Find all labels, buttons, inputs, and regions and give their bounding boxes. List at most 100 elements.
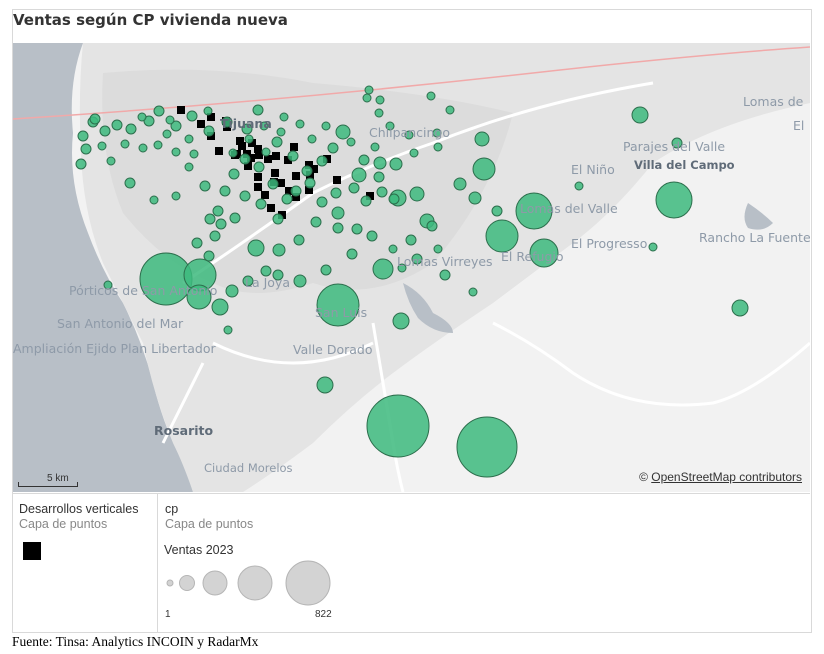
cp-point-marker[interactable] xyxy=(259,121,269,131)
cp-point-marker[interactable] xyxy=(432,128,442,138)
cp-point-marker[interactable] xyxy=(255,198,267,210)
cp-point-marker[interactable] xyxy=(376,186,388,198)
cp-point-marker[interactable] xyxy=(411,253,423,265)
cp-point-marker[interactable] xyxy=(433,244,443,254)
cp-point-marker[interactable] xyxy=(439,269,451,281)
cp-point-marker[interactable] xyxy=(485,219,519,253)
cp-point-marker[interactable] xyxy=(153,140,163,150)
cp-point-marker[interactable] xyxy=(239,153,251,165)
cp-point-marker[interactable] xyxy=(360,195,372,207)
cp-point-marker[interactable] xyxy=(474,131,490,147)
cp-point-marker[interactable] xyxy=(671,137,683,149)
vertical-development-marker[interactable] xyxy=(267,204,275,212)
cp-point-marker[interactable] xyxy=(99,125,111,137)
cp-point-marker[interactable] xyxy=(184,134,194,144)
cp-point-marker[interactable] xyxy=(515,192,553,230)
cp-point-marker[interactable] xyxy=(648,242,658,252)
cp-point-marker[interactable] xyxy=(124,177,136,189)
cp-point-marker[interactable] xyxy=(346,248,358,260)
cp-point-marker[interactable] xyxy=(293,274,307,288)
cp-point-marker[interactable] xyxy=(170,120,182,132)
vertical-development-marker[interactable] xyxy=(271,169,279,177)
cp-point-marker[interactable] xyxy=(106,156,116,166)
vertical-development-marker[interactable] xyxy=(177,106,185,114)
cp-point-marker[interactable] xyxy=(75,158,87,170)
cp-point-marker[interactable] xyxy=(171,147,181,157)
vertical-development-marker[interactable] xyxy=(278,211,286,219)
cp-point-marker[interactable] xyxy=(370,142,380,152)
cp-point-marker[interactable] xyxy=(364,85,374,95)
vertical-development-marker[interactable] xyxy=(292,172,300,180)
vertical-development-marker[interactable] xyxy=(366,192,374,200)
cp-point-marker[interactable] xyxy=(191,237,203,249)
cp-point-marker[interactable] xyxy=(103,280,113,290)
cp-point-marker[interactable] xyxy=(468,287,478,297)
cp-point-marker[interactable] xyxy=(385,121,395,131)
cp-point-marker[interactable] xyxy=(472,157,496,181)
cp-point-marker[interactable] xyxy=(165,115,175,125)
cp-point-marker[interactable] xyxy=(335,124,351,140)
vertical-development-marker[interactable] xyxy=(236,137,244,145)
cp-point-marker[interactable] xyxy=(89,113,101,125)
cp-point-marker[interactable] xyxy=(153,105,165,117)
cp-point-marker[interactable] xyxy=(225,284,239,298)
cp-point-marker[interactable] xyxy=(388,193,400,205)
cp-point-marker[interactable] xyxy=(304,177,316,189)
cp-point-marker[interactable] xyxy=(247,239,265,257)
cp-point-marker[interactable] xyxy=(456,416,518,478)
vertical-development-marker[interactable] xyxy=(261,191,269,199)
cp-point-marker[interactable] xyxy=(316,376,334,394)
cp-point-marker[interactable] xyxy=(404,130,414,140)
cp-point-marker[interactable] xyxy=(388,244,398,254)
vertical-development-marker[interactable] xyxy=(285,187,293,195)
cp-point-marker[interactable] xyxy=(137,112,147,122)
cp-point-marker[interactable] xyxy=(389,157,403,171)
vertical-development-marker[interactable] xyxy=(305,186,313,194)
vertical-development-marker[interactable] xyxy=(248,139,256,147)
cp-point-marker[interactable] xyxy=(405,234,417,246)
cp-point-marker[interactable] xyxy=(366,394,430,458)
cp-point-marker[interactable] xyxy=(279,112,289,122)
cp-point-marker[interactable] xyxy=(373,156,387,170)
cp-point-marker[interactable] xyxy=(320,264,332,276)
cp-point-marker[interactable] xyxy=(574,181,584,191)
cp-point-marker[interactable] xyxy=(426,91,436,101)
cp-point-marker[interactable] xyxy=(276,127,286,137)
cp-point-marker[interactable] xyxy=(219,185,231,197)
cp-point-marker[interactable] xyxy=(392,312,410,330)
vertical-development-marker[interactable] xyxy=(305,161,313,169)
cp-point-marker[interactable] xyxy=(316,283,360,327)
cp-point-marker[interactable] xyxy=(80,143,92,155)
cp-point-marker[interactable] xyxy=(261,147,271,157)
vertical-development-marker[interactable] xyxy=(277,179,285,187)
vertical-development-marker[interactable] xyxy=(254,145,262,153)
cp-point-marker[interactable] xyxy=(228,168,240,180)
cp-point-marker[interactable] xyxy=(221,116,233,128)
cp-point-marker[interactable] xyxy=(252,104,264,116)
cp-point-marker[interactable] xyxy=(212,205,224,217)
cp-point-marker[interactable] xyxy=(310,216,322,228)
cp-point-marker[interactable] xyxy=(433,142,443,152)
cp-point-marker[interactable] xyxy=(373,171,385,183)
cp-point-marker[interactable] xyxy=(426,220,438,232)
cp-point-marker[interactable] xyxy=(171,191,181,201)
cp-point-marker[interactable] xyxy=(491,205,503,217)
vertical-development-marker[interactable] xyxy=(254,183,262,191)
cp-point-marker[interactable] xyxy=(293,234,305,246)
cp-point-marker[interactable] xyxy=(204,213,216,225)
cp-point-marker[interactable] xyxy=(631,106,649,124)
cp-point-marker[interactable] xyxy=(242,275,254,287)
cp-point-marker[interactable] xyxy=(332,222,344,234)
cp-point-marker[interactable] xyxy=(445,105,455,115)
vertical-development-marker[interactable] xyxy=(290,143,298,151)
cp-point-marker[interactable] xyxy=(295,119,305,129)
cp-point-marker[interactable] xyxy=(199,180,211,192)
map-view[interactable]: Tijuana Chilpancingo Lomas de El Parajes… xyxy=(13,43,810,492)
cp-point-marker[interactable] xyxy=(260,265,272,277)
cp-point-marker[interactable] xyxy=(321,121,331,131)
cp-point-marker[interactable] xyxy=(331,206,345,220)
cp-point-marker[interactable] xyxy=(203,106,213,116)
vertical-development-marker[interactable] xyxy=(247,154,255,162)
cp-point-marker[interactable] xyxy=(272,269,284,281)
vertical-development-marker[interactable] xyxy=(244,162,252,170)
